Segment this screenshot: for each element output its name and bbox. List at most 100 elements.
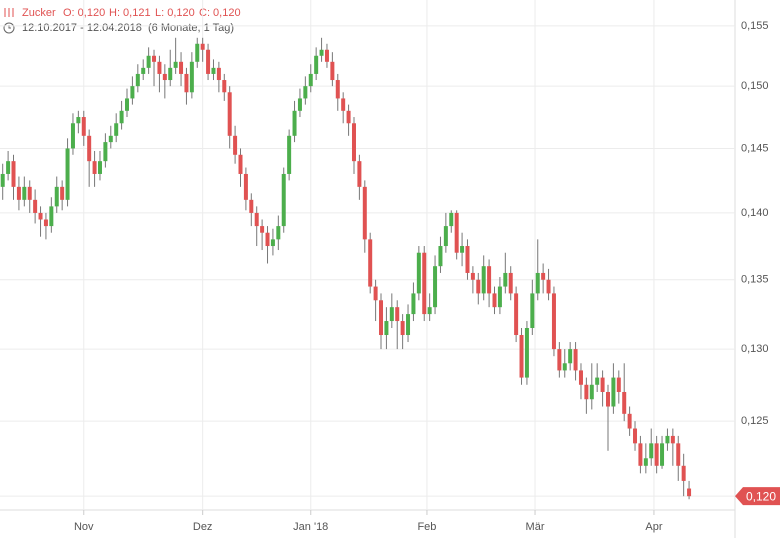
candle (314, 47, 319, 81)
candle-body (238, 154, 243, 174)
y-tick-label: 0,130 (741, 343, 769, 355)
y-tick-label: 0,155 (741, 20, 769, 32)
candle (551, 286, 556, 357)
candle-body (562, 363, 567, 371)
candle (11, 154, 16, 200)
candle (627, 406, 632, 436)
candle-body (476, 279, 481, 294)
candle-body (141, 67, 146, 74)
candle-body (22, 186, 27, 200)
candle (368, 232, 373, 294)
candle-body (206, 49, 211, 74)
candle-body (125, 98, 130, 111)
candle-body (330, 61, 335, 81)
candle (70, 113, 75, 155)
candle-body (200, 43, 205, 50)
candle-body (222, 80, 227, 93)
grid (0, 0, 735, 510)
candle (395, 300, 400, 350)
candle-body (135, 73, 140, 87)
candle-body (314, 55, 319, 74)
candle-body (427, 307, 432, 315)
candle (389, 293, 394, 329)
candle (152, 49, 157, 87)
candle (243, 167, 248, 211)
candle (519, 328, 524, 385)
candle (157, 55, 162, 93)
candle-body (97, 161, 102, 174)
candle-body (341, 98, 346, 111)
y-tick-label: 0,150 (741, 80, 769, 92)
candle-body (654, 443, 659, 466)
candle (65, 138, 70, 207)
candle-body (157, 61, 162, 74)
candle-body (449, 212, 454, 227)
candle (622, 363, 627, 422)
candle-body (492, 293, 497, 308)
candle (557, 342, 562, 378)
candle-body (184, 73, 189, 93)
candle (81, 110, 86, 146)
candle-body (162, 73, 167, 81)
candle (546, 268, 551, 301)
candle-body (384, 321, 389, 336)
candle-body (487, 266, 492, 294)
candle (665, 428, 670, 451)
candle (227, 86, 232, 149)
candle (476, 272, 481, 305)
y-tick-label: 0,135 (741, 274, 769, 286)
candle (346, 104, 351, 136)
candle-body (687, 488, 692, 497)
candle-body (535, 272, 540, 294)
candle (357, 154, 362, 200)
candle-body (281, 173, 286, 227)
candle (222, 73, 227, 101)
candle-body (595, 377, 600, 385)
candle (589, 363, 594, 410)
candle-body (33, 199, 38, 213)
candle-body (508, 272, 513, 294)
candle (249, 193, 254, 227)
candle (508, 266, 513, 301)
candle (341, 92, 346, 124)
candle (189, 52, 194, 99)
candle (146, 47, 151, 74)
candle-body (179, 61, 184, 74)
candle (60, 180, 65, 211)
candle-body (60, 186, 65, 200)
candle-body (49, 206, 54, 227)
candle (335, 73, 340, 111)
candle-body (260, 226, 265, 233)
candle-body (265, 232, 270, 247)
candle (54, 176, 59, 213)
candle-body (346, 110, 351, 124)
candle (200, 37, 205, 62)
candle-body (470, 272, 475, 280)
candle-body (16, 186, 21, 200)
candle (206, 43, 211, 81)
candle (406, 304, 411, 343)
candle (611, 363, 616, 414)
candle (681, 453, 686, 497)
candle (49, 197, 54, 233)
y-tick-label: 0,145 (741, 142, 769, 154)
candle (292, 100, 297, 143)
candle-body (546, 279, 551, 294)
candle (638, 435, 643, 474)
candle (573, 342, 578, 381)
candle (362, 180, 367, 253)
candle (76, 110, 81, 134)
candle (503, 252, 508, 294)
candle-body (638, 443, 643, 466)
candle-body (243, 173, 248, 200)
candle-body (649, 443, 654, 459)
x-tick-label: Feb (417, 521, 436, 533)
candle-body (373, 286, 378, 301)
candle-body (584, 384, 589, 400)
candle (497, 277, 502, 315)
candle-body (324, 49, 329, 62)
y-tick-label: 0,125 (741, 415, 769, 427)
candle-body (276, 226, 281, 240)
candle (562, 349, 567, 378)
candle (400, 314, 405, 350)
